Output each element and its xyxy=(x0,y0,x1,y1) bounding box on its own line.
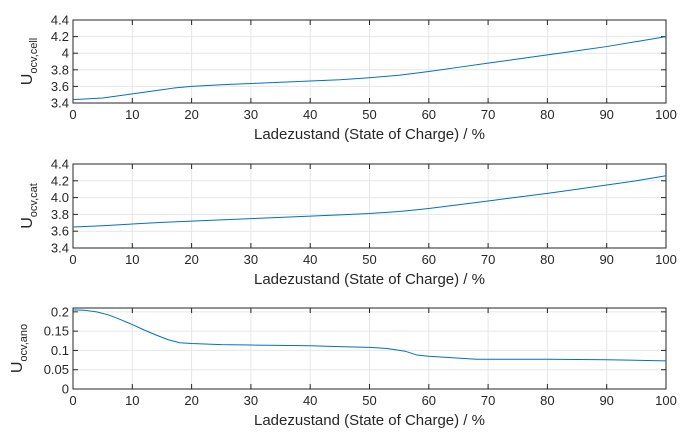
x-tick-label: 0 xyxy=(69,107,76,122)
x-tick-label: 100 xyxy=(655,107,677,122)
x-tick-label: 100 xyxy=(655,393,677,408)
x-tick-label: 0 xyxy=(69,393,76,408)
x-tick-label: 30 xyxy=(244,252,258,267)
x-tick-label: 50 xyxy=(362,393,376,408)
x-tick-label: 70 xyxy=(481,393,495,408)
x-tick-label: 60 xyxy=(422,252,436,267)
x-tick-label: 40 xyxy=(303,393,317,408)
x-tick-label: 0 xyxy=(69,252,76,267)
x-tick-label: 90 xyxy=(599,393,613,408)
y-tick-label: 0.1 xyxy=(51,343,69,358)
series-line-1 xyxy=(72,175,667,228)
series-line-1 xyxy=(72,309,667,362)
chart-panel-2: 0 10 20 30 40 50 60 70 80 90 100 3.4 3.6 3.8 4.0 4.24.4… xyxy=(19,157,677,289)
y-tick-label: 3.4 xyxy=(51,241,69,256)
x-tick-label: 50 xyxy=(362,107,376,122)
x-tick-label: 80 xyxy=(540,393,554,408)
y-axis-label-subscript: ocv,cell xyxy=(28,38,40,74)
x-tick-label: 10 xyxy=(125,393,139,408)
x-tick-label: 90 xyxy=(599,252,613,267)
y-tick-label: 4.2 xyxy=(51,173,69,188)
x-tick-label: 20 xyxy=(184,393,198,408)
series-line-1 xyxy=(72,36,667,101)
x-tick-label: 10 xyxy=(125,107,139,122)
x-tick-label: 50 xyxy=(362,252,376,267)
y-tick-label: 0.15 xyxy=(44,324,69,339)
y-tick-label: 4 xyxy=(62,46,69,61)
y-tick-label: 3.4 xyxy=(51,96,69,111)
chart-panel-3: 0 10 20 30 40 50 60 70 80 90 100 0 0.05 0.1 0.15 0.2 Lad… xyxy=(9,304,677,429)
y-axis-label-main: U xyxy=(19,74,36,86)
x-tick-label: 70 xyxy=(481,252,495,267)
y-tick-label: 0.05 xyxy=(44,362,69,377)
y-axis-label: Uocv,ano xyxy=(9,324,30,373)
x-tick-label: 90 xyxy=(599,107,613,122)
y-tick-label: 4.2 xyxy=(51,29,69,44)
x-axis-label: Ladezustand (State of Charge) / % xyxy=(254,271,485,288)
x-tick-label: 80 xyxy=(540,252,554,267)
x-tick-label: 20 xyxy=(184,107,198,122)
y-tick-label: 4.0 xyxy=(51,190,69,205)
x-tick-label: 60 xyxy=(422,393,436,408)
y-axis-label-main: U xyxy=(9,362,26,374)
y-axis-label-main: U xyxy=(19,217,36,229)
y-tick-label: 3.8 xyxy=(51,62,69,77)
x-axis-label: Ladezustand (State of Charge) / % xyxy=(254,126,485,143)
y-tick-label: 4.4 xyxy=(51,13,69,28)
y-axis-label-subscript: ocv,cat xyxy=(28,183,40,217)
x-tick-label: 10 xyxy=(125,252,139,267)
y-tick-label: 0.2 xyxy=(51,304,69,319)
y-tick-label: 4.4 xyxy=(51,157,69,172)
x-tick-label: 70 xyxy=(481,107,495,122)
y-axis-label-subscript: ocv,ano xyxy=(18,324,30,362)
x-tick-label: 100 xyxy=(655,252,677,267)
y-tick-label: 0 xyxy=(62,382,69,397)
y-tick-label: 3.8 xyxy=(51,207,69,222)
x-tick-label: 40 xyxy=(303,107,317,122)
x-tick-label: 30 xyxy=(244,393,258,408)
x-tick-label: 40 xyxy=(303,252,317,267)
y-axis-label: Uocv,cell xyxy=(19,38,40,85)
x-tick-label: 60 xyxy=(422,107,436,122)
y-tick-label: 3.6 xyxy=(51,224,69,239)
y-tick-label: 3.6 xyxy=(51,79,69,94)
chart-panel-1: 0 10 20 30 40 50 60 70 80 90 100 3.4 3.6 3.84 4.24.4 La… xyxy=(19,13,677,144)
x-tick-label: 20 xyxy=(184,252,198,267)
x-axis-label: Ladezustand (State of Charge) / % xyxy=(254,412,485,429)
x-tick-label: 80 xyxy=(540,107,554,122)
x-tick-label: 30 xyxy=(244,107,258,122)
y-axis-label: Uocv,cat xyxy=(19,183,40,229)
